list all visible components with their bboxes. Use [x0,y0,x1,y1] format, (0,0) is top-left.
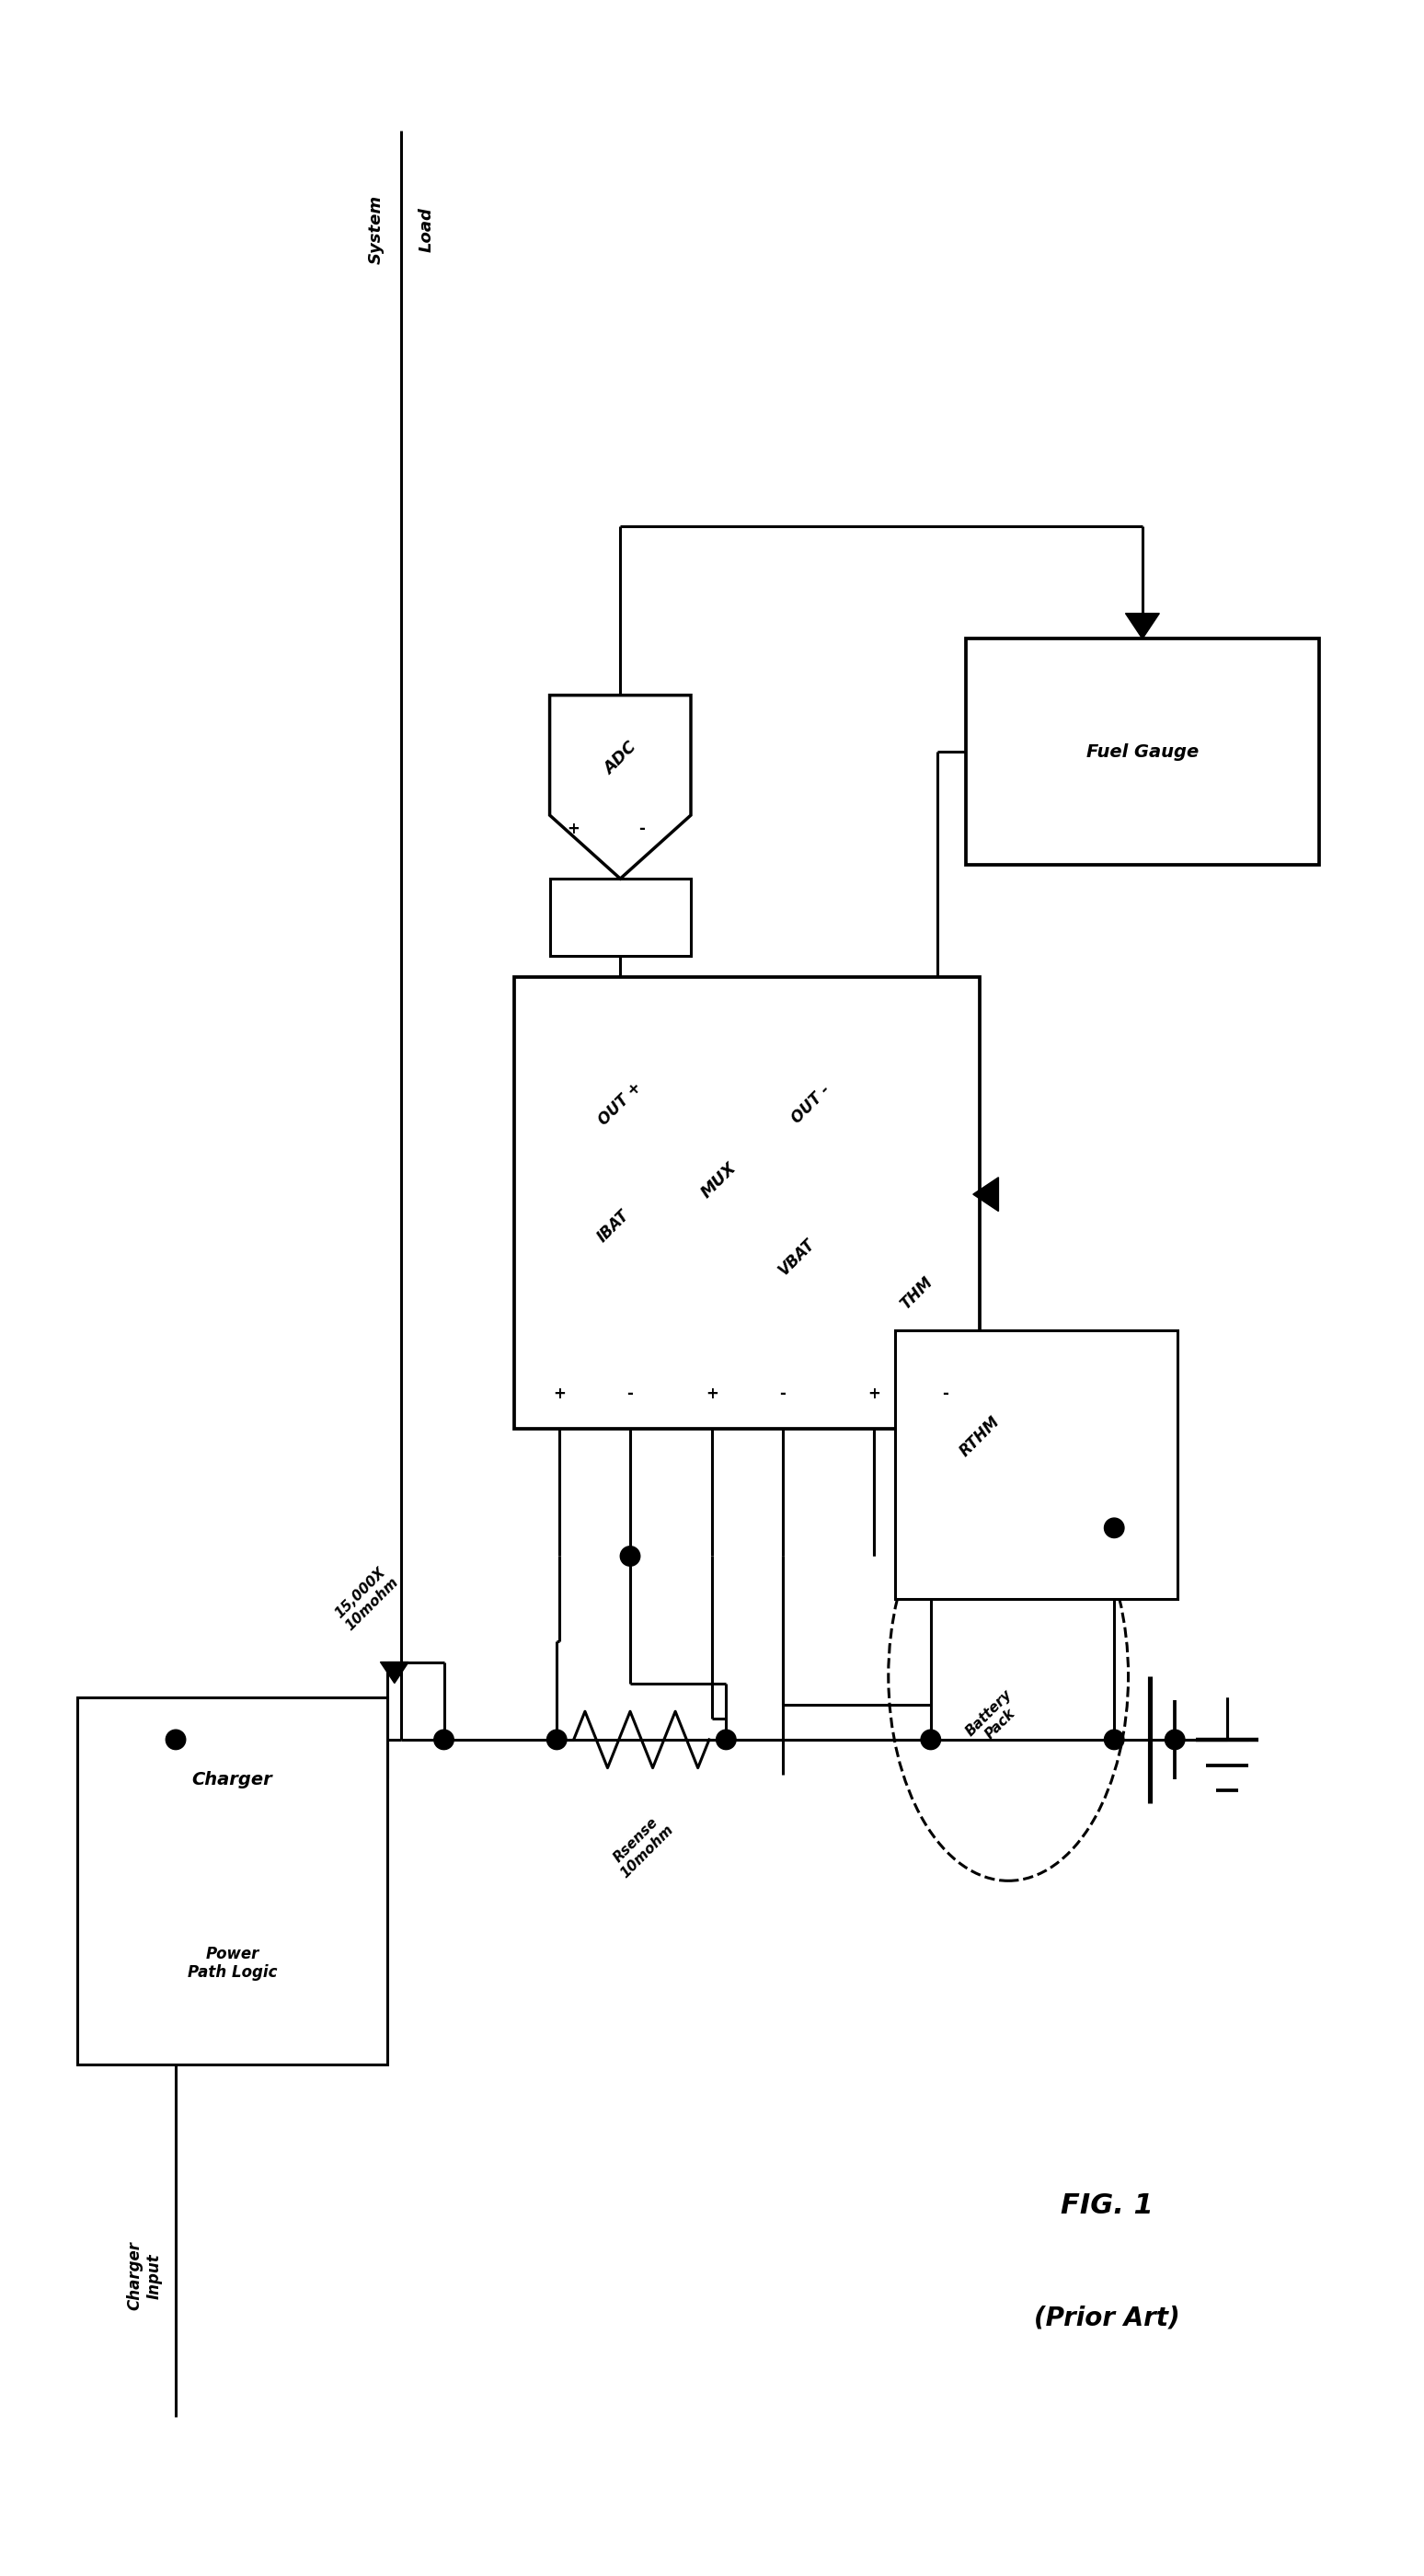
Text: RTHM: RTHM [957,1412,1004,1461]
Circle shape [1105,1728,1124,1749]
Text: OUT -: OUT - [787,1082,833,1126]
Text: -: - [779,1386,786,1401]
Bar [77,1698,387,2063]
Text: VBAT: VBAT [775,1236,819,1280]
Text: Fuel Gauge: Fuel Gauge [1087,742,1199,760]
Circle shape [1105,1517,1124,1538]
Text: OUT +: OUT + [595,1079,645,1128]
Text: Battery
Pack: Battery Pack [963,1687,1025,1749]
Text: Power
Path Logic: Power Path Logic [188,1945,278,1981]
Text: System: System [367,196,384,263]
Text: -: - [638,822,645,837]
Polygon shape [380,1662,409,1682]
Bar [550,878,691,956]
Text: ADC: ADC [601,739,639,778]
Polygon shape [973,1177,998,1211]
Polygon shape [1125,613,1159,639]
Circle shape [921,1728,941,1749]
Circle shape [165,1728,185,1749]
Text: Load: Load [419,206,436,252]
Circle shape [716,1728,736,1749]
Text: Charger: Charger [192,1772,272,1788]
Text: +: + [706,1386,718,1401]
Circle shape [434,1728,454,1749]
Text: FIG. 1: FIG. 1 [1061,2192,1153,2218]
Bar [514,976,980,1430]
Bar [896,1329,1178,1600]
Text: Rsense
10mohm: Rsense 10mohm [607,1811,676,1880]
Circle shape [547,1728,567,1749]
Polygon shape [550,696,691,878]
Circle shape [621,1546,639,1566]
Text: MUX: MUX [698,1159,740,1200]
Text: +: + [553,1386,565,1401]
Text: Charger
Input: Charger Input [127,2241,162,2311]
Text: +: + [867,1386,880,1401]
Text: 15,000X
10mohm: 15,000X 10mohm [332,1564,402,1633]
Text: -: - [627,1386,634,1401]
Circle shape [1165,1728,1185,1749]
Text: +: + [567,822,580,837]
Text: (Prior Art): (Prior Art) [1034,2306,1180,2331]
Text: THM: THM [897,1275,936,1314]
Text: IBAT: IBAT [594,1206,632,1244]
Text: -: - [941,1386,948,1401]
Bar [965,639,1319,866]
